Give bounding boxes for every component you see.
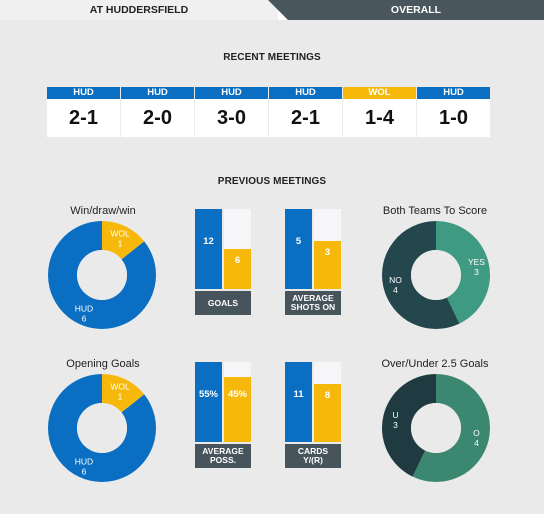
cards-bar-chart: 11 8 CARDS Y/(R) xyxy=(285,362,341,468)
previous-meetings-title: PREVIOUS MEETINGS xyxy=(217,176,327,187)
goals-bar-wol: 6 xyxy=(224,249,251,289)
opening-goals-slice-hud xyxy=(48,374,157,482)
recent-meetings-title: RECENT MEETINGS xyxy=(223,52,321,63)
btts-slice-no xyxy=(382,221,460,329)
opening-goals-slice-wol xyxy=(102,374,145,413)
opening-goals-slice-hud-name: HUD xyxy=(75,456,93,466)
over-under-slice-under xyxy=(382,374,436,477)
possession-caption: AVERAGE POSS. xyxy=(195,444,251,468)
win-draw-win-slice-hud xyxy=(48,221,157,329)
btts-slice-yes-value: 3 xyxy=(474,267,479,277)
recent-meeting-score: 1-0 xyxy=(417,99,490,137)
recent-meeting-winner: HUD xyxy=(121,87,194,99)
opening-goals-slice-wol-value: 1 xyxy=(118,392,123,402)
shots-bar-hud: 5 xyxy=(285,209,312,289)
recent-meeting-winner: HUD xyxy=(195,87,268,99)
recent-meeting-score: 2-1 xyxy=(47,99,120,137)
opening-goals-hole xyxy=(77,403,127,453)
shots-value-hud: 5 xyxy=(295,236,302,247)
recent-meeting-winner: HUD xyxy=(47,87,120,99)
shots-value-wol: 3 xyxy=(324,247,331,258)
tab-overall[interactable]: OVERALL xyxy=(268,0,544,20)
win-draw-win-slice-hud-name: HUD xyxy=(75,303,93,313)
shots-bar-wol: 3 xyxy=(314,241,341,289)
recent-meeting-score: 2-0 xyxy=(121,99,194,137)
possession-value-hud: 55% xyxy=(198,389,218,400)
over-under-slice-over-value: 4 xyxy=(474,438,479,448)
opening-goals-label: Opening Goals xyxy=(66,358,140,370)
win-draw-win-slice-wol xyxy=(102,221,145,260)
recent-meeting-3: HUD 3-0 xyxy=(195,87,268,137)
over-under-label: Over/Under 2.5 Goals xyxy=(381,358,489,370)
goals-value-wol: 6 xyxy=(234,255,241,266)
btts-label: Both Teams To Score xyxy=(382,205,488,217)
divider xyxy=(0,514,544,516)
possession-value-wol: 45% xyxy=(227,389,247,400)
recent-meeting-2: HUD 2-0 xyxy=(121,87,194,137)
over-under-slice-over-name: O xyxy=(473,428,480,438)
btts-slice-yes-name: YES xyxy=(468,257,485,267)
recent-meeting-score: 3-0 xyxy=(195,99,268,137)
goals-caption: GOALS xyxy=(195,291,251,315)
opening-goals-slice-wol-name: WOL xyxy=(110,382,130,392)
recent-meeting-winner: HUD xyxy=(417,87,490,99)
win-draw-win-slice-wol-name: WOL xyxy=(110,229,130,239)
btts-slice-yes xyxy=(436,221,490,324)
cards-caption: CARDS Y/(R) xyxy=(285,444,341,468)
win-draw-win-label: Win/draw/win xyxy=(70,205,136,217)
possession-bar-chart: 55% 45% AVERAGE POSS. xyxy=(195,362,251,468)
over-under-slice-under-value: 3 xyxy=(393,420,398,430)
opening-goals-slice-hud-value: 6 xyxy=(82,466,87,476)
win-draw-win-slice-hud-value: 6 xyxy=(82,313,87,323)
btts-hole xyxy=(411,250,461,300)
shots-bar-chart: 5 3 AVERAGE SHOTS ON xyxy=(285,209,341,315)
recent-meeting-6: HUD 1-0 xyxy=(417,87,490,137)
recent-meeting-score: 1-4 xyxy=(343,99,416,137)
over-under-hole xyxy=(411,403,461,453)
tab-bar: AT HUDDERSFIELD OVERALL xyxy=(0,0,544,20)
recent-meeting-winner: HUD xyxy=(269,87,342,99)
over-under-slice-under-name: U xyxy=(392,410,398,420)
cards-value-wol: 8 xyxy=(324,390,331,401)
over-under-slice-over xyxy=(412,374,490,482)
win-draw-win-hole xyxy=(77,250,127,300)
win-draw-win-slice-wol-value: 1 xyxy=(118,239,123,249)
recent-meeting-winner: WOL xyxy=(343,87,416,99)
shots-caption: AVERAGE SHOTS ON xyxy=(285,291,341,315)
cards-bar-hud: 11 xyxy=(285,362,312,442)
recent-meeting-1: HUD 2-1 xyxy=(47,87,120,137)
recent-meeting-score: 2-1 xyxy=(269,99,342,137)
recent-meeting-4: HUD 2-1 xyxy=(269,87,342,137)
goals-bar-hud: 12 xyxy=(195,209,222,289)
cards-value-hud: 11 xyxy=(293,389,304,400)
recent-meeting-5: WOL 1-4 xyxy=(343,87,416,137)
goals-value-hud: 12 xyxy=(203,236,214,247)
goals-bar-chart: 12 6 GOALS xyxy=(195,209,251,315)
possession-bar-wol: 45% xyxy=(224,377,251,442)
btts-slice-no-name: NO xyxy=(389,275,402,285)
cards-bar-wol: 8 xyxy=(314,384,341,442)
possession-bar-hud: 55% xyxy=(195,362,222,442)
over-under-donut: O4 U3 xyxy=(382,374,490,482)
tab-at-huddersfield[interactable]: AT HUDDERSFIELD xyxy=(0,0,278,20)
btts-slice-no-value: 4 xyxy=(393,285,398,295)
